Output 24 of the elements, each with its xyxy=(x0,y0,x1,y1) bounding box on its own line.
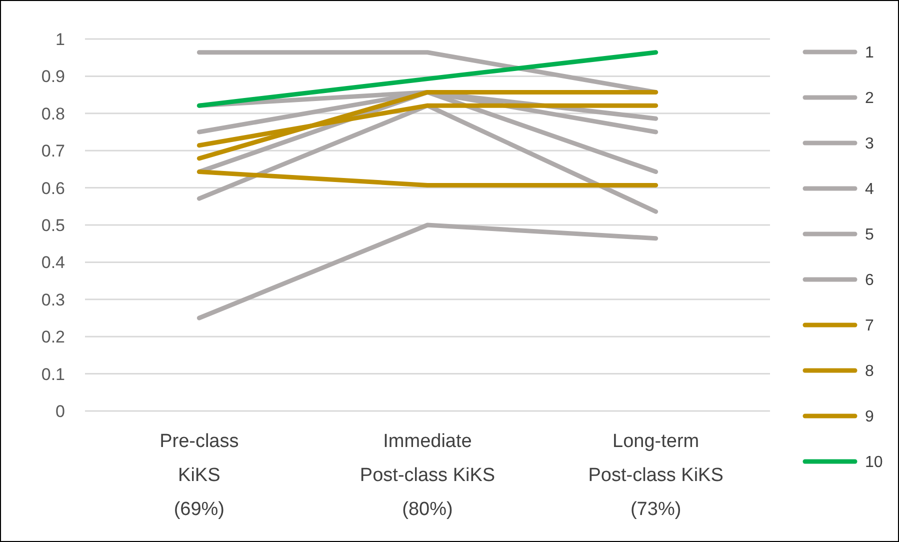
legend-label: 2 xyxy=(865,90,874,108)
y-tick-label: 0 xyxy=(56,402,65,421)
legend-label: 1 xyxy=(865,44,874,62)
y-tick-label: 0.6 xyxy=(41,178,65,198)
y-tick-label: 0.1 xyxy=(41,364,65,384)
y-tick-label: 0.8 xyxy=(41,104,65,124)
y-tick-label: 0.4 xyxy=(41,253,65,272)
y-tick-label: 0.3 xyxy=(41,290,65,310)
y-tick-label: 0.5 xyxy=(41,216,65,235)
y-tick-label: 1 xyxy=(56,30,65,49)
x-tick-label: Long-term Post-class KiKS (73%) xyxy=(588,431,724,520)
legend-label: 5 xyxy=(865,226,874,244)
legend-label: 7 xyxy=(865,318,874,335)
y-tick-label: 0.7 xyxy=(41,142,65,161)
legend-label: 6 xyxy=(865,272,874,290)
x-tick-label: Pre-class KiKS (69%) xyxy=(160,431,239,520)
legend-label: 4 xyxy=(865,181,874,198)
y-tick-label: 0.9 xyxy=(41,67,65,86)
legend-label: 8 xyxy=(865,363,874,380)
legend-label: 9 xyxy=(865,408,874,426)
legend-label: 3 xyxy=(865,136,874,153)
legend-label: 10 xyxy=(865,454,883,472)
x-tick-label: Immediate Post-class KiKS (80%) xyxy=(360,431,496,520)
y-tick-label: 0.2 xyxy=(41,328,65,347)
